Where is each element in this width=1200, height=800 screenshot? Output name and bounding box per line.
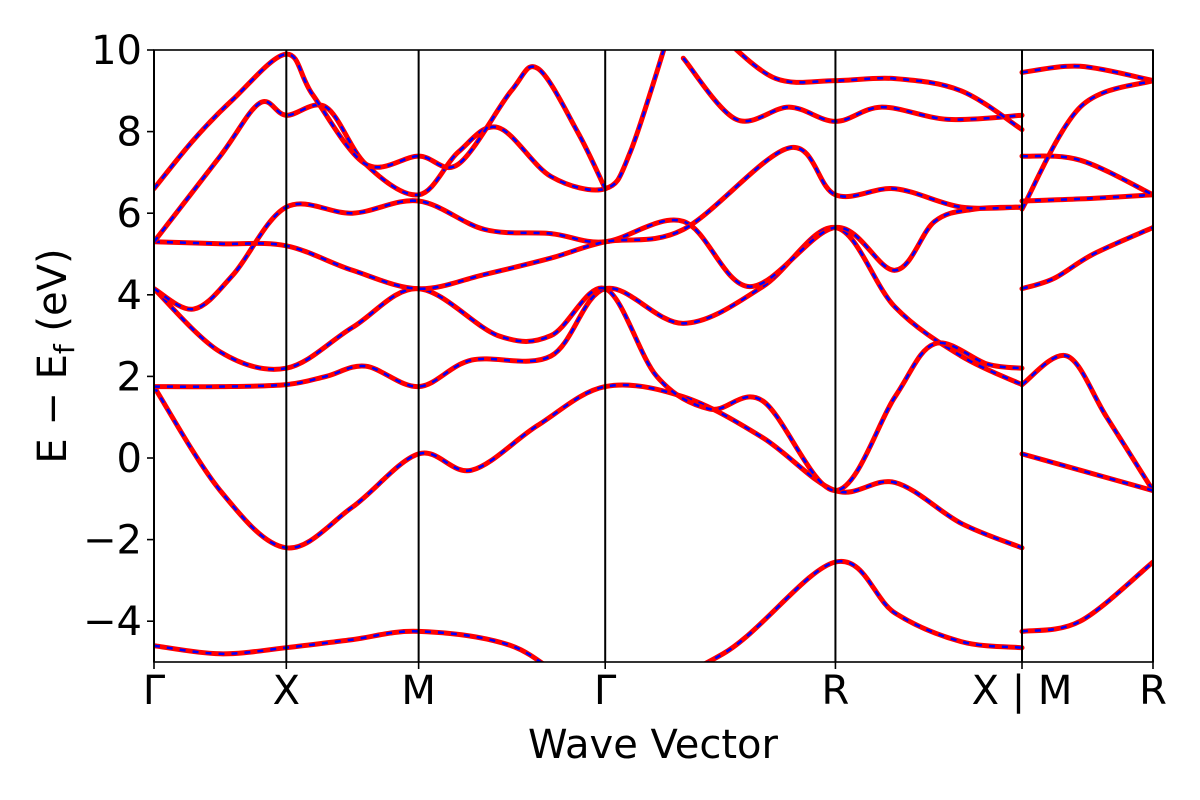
y-tick-label-6: 8 [117,110,142,156]
band-14-dashed-overlay [1021,452,1153,492]
band-8-line [680,55,1025,124]
y-axis-label: E − Ef (eV) [30,248,81,463]
band-6-line [154,50,667,245]
y-tick-label-0: −4 [83,599,142,645]
band-10-dashed-overlay [1021,193,1153,203]
y-axis-label-main: E − E [30,354,76,464]
band-16-line [1019,63,1153,84]
band-2-dashed-overlay [154,226,1023,388]
band-11-dashed-overlay [1021,154,1153,196]
band-lines [154,50,1153,662]
band-13-line [1019,225,1153,292]
band-5-dashed-overlay [154,146,1023,290]
band-1-dashed-overlay [154,383,1023,550]
band-4-dashed-overlay [154,199,1023,311]
band-3-dashed-overlay [154,286,1023,492]
x-axis-label: Wave Vector [528,722,779,768]
x-tick-label-6: R [1139,668,1167,714]
y-tick-label-3: 2 [117,354,142,400]
y-tick-label-2: 0 [117,436,142,482]
band-3-line [154,285,1025,494]
plot-frame [153,49,1154,663]
y-tick-label-5: 6 [117,191,142,237]
x-tick-label-2: M [401,668,436,714]
band-2-line [154,224,1025,390]
band-9-dashed-overlay [734,50,1023,131]
band-17-line [1019,78,1153,212]
band-16-dashed-overlay [1021,64,1153,82]
band-8-dashed-overlay [682,57,1023,123]
y-tick-label-7: 10 [91,28,142,74]
y-tick-label-1: −2 [83,518,142,564]
x-tick-label-3: Γ [594,668,617,714]
band-6-dashed-overlay [154,50,665,243]
x-axis-ticks: Γ X M Γ R X | M R [143,662,1167,714]
y-axis-ticks: −4 −2 0 2 4 6 8 10 [83,28,154,645]
band-15-dashed-overlay [1021,561,1153,633]
band-13-dashed-overlay [1021,226,1153,290]
y-tick-label-4: 4 [117,273,142,319]
band-15-line [1019,559,1153,634]
x-tick-label-0: Γ [143,668,166,714]
x-tick-label-4: R [822,668,850,714]
band-7-dashed-overlay [154,52,607,190]
band-12-dashed-overlay [1021,354,1153,492]
band-1-line [154,382,1025,551]
y-axis-label-unit: (eV) [30,248,76,344]
band-17-dashed-overlay [1020,79,1153,210]
y-axis-label-subscript: f [48,343,81,354]
x-tick-label-1: X [273,668,300,714]
x-tick-label-5: X | M [972,668,1073,714]
high-symmetry-lines [153,50,1154,662]
